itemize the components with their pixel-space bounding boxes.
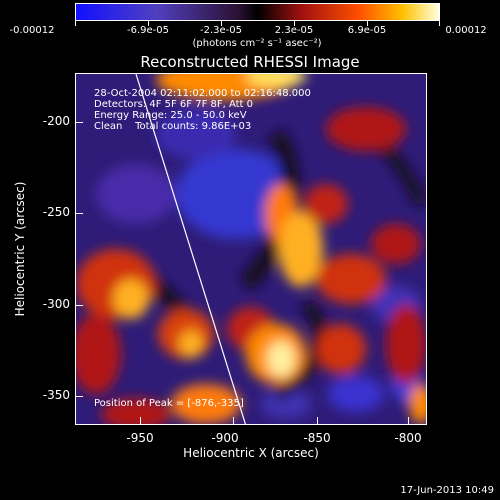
info-clean-counts: Clean Total counts: 9.86E+03 [94, 121, 252, 132]
x-axis-label: Heliocentric X (arcsec) [183, 446, 319, 460]
y-tick-label: -300 [42, 297, 70, 311]
info-energy-range: Energy Range: 25.0 - 50.0 keV [94, 110, 247, 121]
y-axis-label: Heliocentric Y (arcsec) [13, 181, 27, 317]
x-tick-label: -800 [394, 431, 422, 445]
y-tick-label: -200 [42, 114, 70, 128]
colorbar-tick [439, 21, 440, 26]
x-tick [140, 417, 141, 425]
y-tick-label: -250 [42, 205, 70, 219]
peak-position-label: Position of Peak = [-876,-335] [94, 398, 244, 409]
rhessi-image [75, 73, 427, 425]
rhessi-image-map [76, 74, 426, 424]
colorbar-tick-label: -2.3e-05 [200, 25, 242, 36]
colorbar-tick-label: -0.00012 [9, 25, 55, 36]
colorbar-tick-label: 6.9e-05 [347, 25, 387, 36]
plot-title: Reconstructed RHESSI Image [140, 53, 360, 71]
colorbar-tick-label: 0.00012 [445, 25, 487, 36]
colorbar-tick-label: -6.9e-05 [127, 25, 169, 36]
colorbar-gradient [76, 4, 439, 20]
x-tick-label: -850 [303, 431, 331, 445]
render-timestamp: 17-Jun-2013 10:49 [400, 485, 494, 496]
y-tick [75, 122, 83, 123]
colorbar-tick [221, 21, 222, 26]
y-tick [75, 396, 83, 397]
colorbar-units: (photons cm⁻² s⁻¹ asec⁻²) [192, 38, 322, 49]
x-tick [317, 417, 318, 425]
colorbar-tick-label: 2.3e-05 [274, 25, 314, 36]
y-tick-label: -350 [42, 388, 70, 402]
x-tick [233, 417, 234, 425]
solar-limb-line [135, 74, 247, 424]
colorbar-tick [75, 21, 76, 26]
y-tick [75, 213, 83, 214]
y-tick [75, 305, 83, 306]
colorbar-tick [294, 21, 295, 26]
x-tick [408, 417, 409, 425]
info-time-range: 28-Oct-2004 02:11:02.000 to 02:16:48.000 [94, 88, 311, 99]
info-detectors: Detectors: 4F 5F 6F 7F 8F, Att 0 [94, 99, 254, 110]
colorbar-tick [148, 21, 149, 26]
x-tick-label: -950 [126, 431, 154, 445]
colorbar-tick [367, 21, 368, 26]
x-tick-label: -900 [211, 431, 239, 445]
colorbar [75, 3, 440, 21]
